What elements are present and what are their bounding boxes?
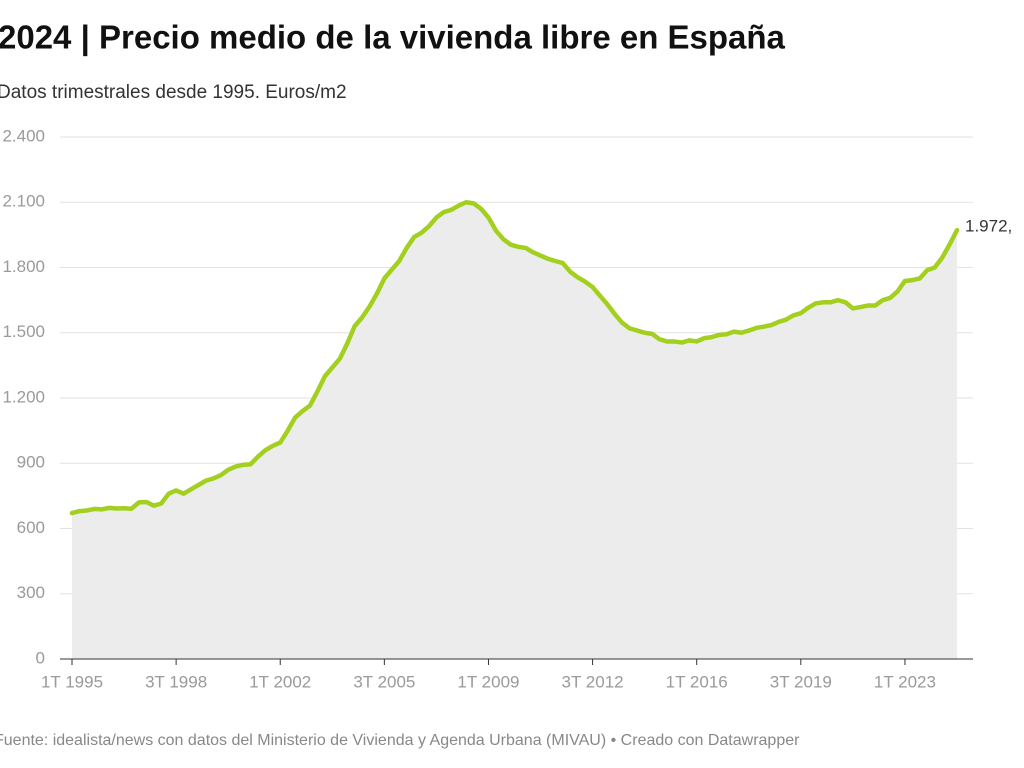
x-tick-label: 1T 2009: [457, 672, 519, 691]
chart-subtitle: Datos trimestrales desde 1995. Euros/m2: [0, 82, 347, 103]
x-tick-label: 1T 1995: [41, 672, 103, 691]
y-tick-label: 2.100: [2, 192, 45, 211]
y-tick-label: 2.400: [2, 126, 45, 145]
line: [69, 200, 960, 516]
y-tick-label: 1.800: [2, 257, 45, 276]
value-label: 1.972,: [965, 217, 1012, 236]
x-tick-label: 3T 1998: [145, 672, 207, 691]
chart-title: 2024 | Precio medio de la vivienda libre…: [0, 19, 786, 56]
y-tick-label: 900: [17, 453, 45, 472]
y-tick-label: 600: [17, 518, 45, 537]
area: [72, 202, 957, 659]
x-tick-label: 3T 2005: [353, 672, 415, 691]
y-tick-label: 300: [17, 583, 45, 602]
x-tick-label: 1T 2016: [666, 672, 728, 691]
x-tick-label: 3T 2019: [770, 672, 832, 691]
y-tick-label: 1.200: [2, 387, 45, 406]
x-tick-label: 1T 2023: [874, 672, 936, 691]
x-tick-label: 3T 2012: [562, 672, 624, 691]
y-tick-label: 1.500: [2, 322, 45, 341]
y-tick-label: 0: [36, 648, 45, 667]
source: Fuente: idealista/news con datos del Min…: [0, 732, 800, 749]
plot-area: 0 300 600 900 1.200 1.500 1.800 2.100 2.400 1T 19…: [2, 126, 1012, 691]
x-tick-label: 1T 2002: [249, 672, 311, 691]
